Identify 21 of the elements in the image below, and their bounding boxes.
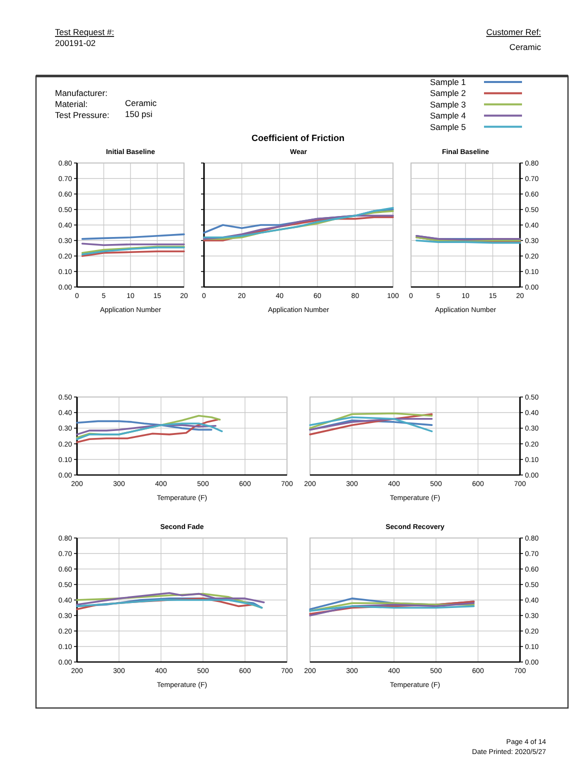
line-series [76,592,265,606]
text: 150 psi [125,109,153,119]
legend-label: Sample 3 [430,99,466,110]
line-series [76,420,212,431]
legend-label: Sample 1 [430,77,466,87]
line-series [76,418,219,444]
text: Test Request #: [55,27,114,37]
line-series [76,424,216,436]
text: Ceramic [509,42,542,52]
text: Customer Ref: [486,27,541,37]
text: Manufacturer: [55,88,108,98]
text: Material: [55,99,88,109]
legend-label: Sample 5 [430,122,466,132]
text: Ceramic [125,98,158,108]
text: 200191-02 [55,38,96,48]
line-series [76,422,223,440]
text: Coefficient of Friction [252,133,344,143]
line-series [309,412,433,430]
legend-label: Sample 4 [430,110,466,121]
legend-label: Sample 2 [430,88,466,98]
text: Test Pressure: [55,110,110,120]
